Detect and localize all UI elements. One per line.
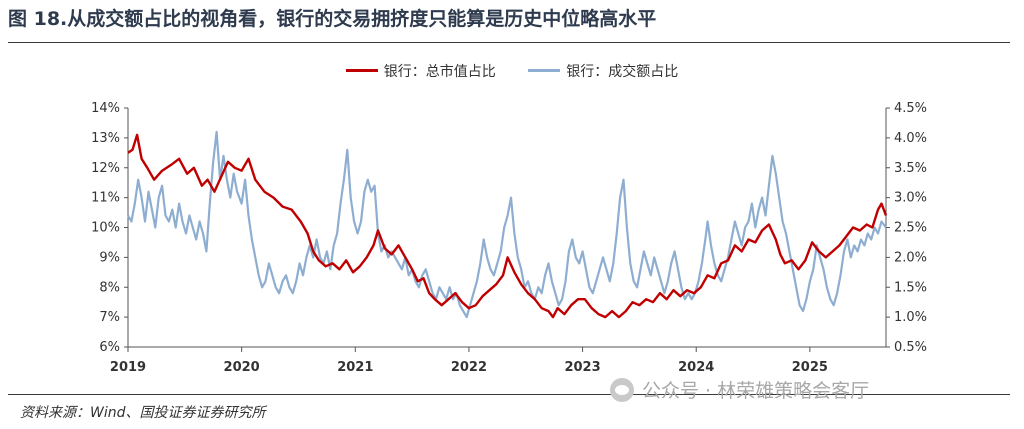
legend-label-market-cap: 银行：总市值占比 bbox=[383, 63, 496, 80]
x-tick-label: 2025 bbox=[792, 360, 828, 375]
y-right-tick-label: 0.5% bbox=[894, 340, 927, 355]
x-tick-label: 2020 bbox=[224, 360, 260, 375]
y-left-tick-label: 13% bbox=[91, 131, 120, 146]
watermark: 公众号 · 林荣雄策略会客厅 bbox=[610, 376, 869, 403]
x-tick-label: 2024 bbox=[678, 360, 714, 375]
source-note: 资料来源：Wind、国投证券证券研究所 bbox=[20, 405, 266, 421]
chart-title: 图 18.从成交额占比的视角看，银行的交易拥挤度只能算是历史中位略高水平 bbox=[8, 8, 657, 30]
series-line-market-cap bbox=[127, 133, 888, 319]
y-left-tick-label: 11% bbox=[91, 191, 120, 206]
legend-item-market-cap: 银行：总市值占比 bbox=[345, 61, 496, 81]
y-left-tick-label: 14% bbox=[91, 101, 120, 116]
legend-item-turnover: 银行：成交额占比 bbox=[528, 61, 678, 81]
legend-swatch-turnover bbox=[528, 69, 561, 72]
watermark-text: 公众号 · 林荣雄策略会客厅 bbox=[642, 380, 870, 402]
y-right-tick-label: 2.0% bbox=[894, 250, 927, 265]
wechat-icon bbox=[610, 377, 634, 402]
y-left-tick-label: 12% bbox=[91, 161, 120, 176]
source-rule bbox=[8, 394, 1010, 395]
legend-label-turnover: 银行：成交额占比 bbox=[566, 63, 679, 80]
y-right-tick-label: 1.0% bbox=[894, 310, 927, 325]
title-rule bbox=[8, 42, 1010, 43]
x-tick-label: 2022 bbox=[451, 360, 487, 375]
y-right-tick-label: 3.0% bbox=[894, 191, 927, 206]
x-tick-label: 2023 bbox=[564, 360, 600, 375]
series-line-turnover bbox=[127, 130, 887, 319]
x-tick-label: 2021 bbox=[337, 360, 373, 375]
y-left-tick-label: 6% bbox=[99, 340, 120, 355]
y-right-tick-label: 4.0% bbox=[894, 131, 927, 146]
y-right-tick-label: 4.5% bbox=[894, 101, 927, 116]
y-right-tick-label: 2.5% bbox=[894, 221, 927, 236]
x-tick-label: 2019 bbox=[110, 360, 146, 375]
y-left-tick-label: 10% bbox=[91, 221, 120, 236]
y-left-tick-label: 7% bbox=[99, 310, 120, 325]
y-right-tick-label: 3.5% bbox=[894, 161, 927, 176]
y-left-tick-label: 9% bbox=[99, 250, 120, 265]
chart-legend: 银行：总市值占比 银行：成交额占比 bbox=[0, 60, 1024, 81]
legend-swatch-market-cap bbox=[345, 69, 378, 72]
y-left-tick-label: 8% bbox=[99, 280, 120, 295]
y-right-tick-label: 1.5% bbox=[894, 280, 927, 295]
